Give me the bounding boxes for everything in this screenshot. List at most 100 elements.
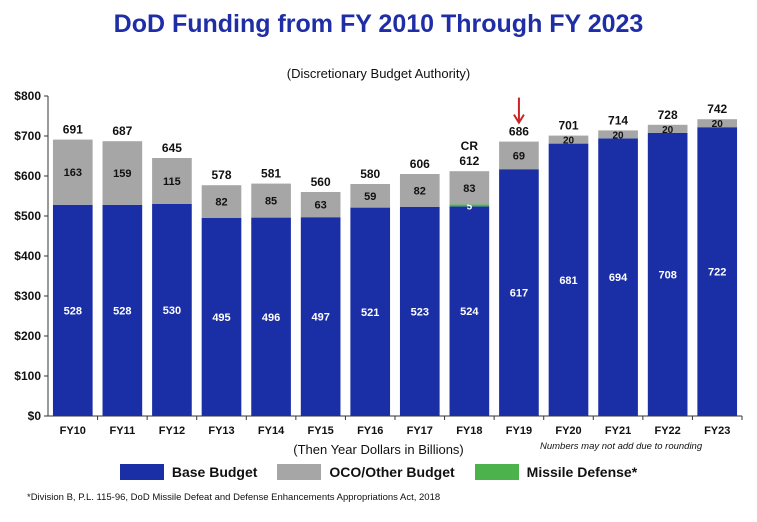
x-tick-label: FY19 xyxy=(506,425,532,437)
y-tick-label: $100 xyxy=(14,369,41,383)
data-label: 496 xyxy=(262,312,280,324)
bar-base xyxy=(697,127,738,416)
data-label: 523 xyxy=(411,306,429,318)
x-tick-label: FY13 xyxy=(208,425,234,437)
data-label: 20 xyxy=(662,125,674,136)
x-tick-label: FY22 xyxy=(654,425,680,437)
legend-item-base: Base Budget xyxy=(119,464,258,480)
bar-base xyxy=(201,218,242,416)
x-tick-label: FY11 xyxy=(110,425,136,437)
data-label: 5 xyxy=(467,201,473,212)
annotation-arrow-head xyxy=(513,114,525,125)
rounding-note: Numbers may not add due to rounding xyxy=(540,441,703,452)
x-tick-label: FY16 xyxy=(357,425,383,437)
y-tick-label: $600 xyxy=(14,169,41,183)
legend-item-missile: Missile Defense* xyxy=(474,464,637,480)
bar-base xyxy=(449,206,490,416)
legend-swatch-base xyxy=(119,464,164,480)
bar-oco xyxy=(201,185,242,218)
y-tick-label: $800 xyxy=(14,89,41,103)
total-label: 581 xyxy=(261,167,281,181)
total-label: 606 xyxy=(410,157,430,171)
total-label: 686 xyxy=(509,125,529,139)
y-tick-label: $700 xyxy=(14,129,41,143)
total-label: 728 xyxy=(658,108,678,122)
bar-oco xyxy=(598,130,638,139)
x-tick-label: FY17 xyxy=(407,425,433,437)
y-tick-label: $500 xyxy=(14,209,41,223)
total-label: 612 xyxy=(459,154,479,168)
legend-label-oco: OCO/Other Budget xyxy=(329,464,455,480)
x-tick-label: FY10 xyxy=(60,425,86,437)
bar-oco xyxy=(102,141,143,205)
bar-oco xyxy=(52,139,93,205)
data-label: 82 xyxy=(414,185,426,197)
data-label: 69 xyxy=(513,150,525,162)
bar-oco xyxy=(548,135,589,144)
data-label: 722 xyxy=(708,267,726,279)
bar-base xyxy=(300,217,341,416)
data-label: 497 xyxy=(311,312,329,324)
x-tick-label: FY18 xyxy=(456,425,482,437)
data-label: 528 xyxy=(64,305,82,317)
total-label: 645 xyxy=(162,141,182,155)
bar-missile-defense xyxy=(449,204,490,207)
data-label: 115 xyxy=(163,176,181,188)
data-label: 63 xyxy=(315,200,327,212)
x-tick-label: FY15 xyxy=(307,425,333,437)
total-label: 691 xyxy=(63,123,83,137)
bar-oco xyxy=(300,192,341,218)
legend-swatch-missile xyxy=(474,464,519,480)
legend-swatch-oco xyxy=(277,464,322,480)
x-tick-label: FY12 xyxy=(159,425,185,437)
x-tick-label: FY14 xyxy=(258,425,285,437)
bar-oco xyxy=(647,124,688,133)
data-label: 528 xyxy=(113,305,131,317)
legend-item-oco: OCO/Other Budget xyxy=(277,464,455,480)
total-label: 714 xyxy=(608,113,628,127)
bar-base xyxy=(52,204,93,416)
data-label: 159 xyxy=(113,168,131,180)
data-label: 521 xyxy=(361,307,379,319)
data-label: 530 xyxy=(163,305,181,317)
total-label: 560 xyxy=(311,175,331,189)
bar-base xyxy=(251,217,291,416)
data-label: 20 xyxy=(563,136,575,147)
bar-base xyxy=(399,206,440,416)
total-label: 701 xyxy=(558,119,578,133)
footnote: *Division B, P.L. 115-96, DoD Missile De… xyxy=(27,492,441,503)
x-axis-label: (Then Year Dollars in Billions) xyxy=(293,442,464,457)
data-label: 85 xyxy=(265,196,277,208)
bar-oco xyxy=(399,174,440,207)
bar-oco xyxy=(697,119,738,128)
y-tick-label: $400 xyxy=(14,249,41,263)
total-label: 687 xyxy=(112,124,132,138)
bar-base xyxy=(102,204,143,416)
x-tick-label: FY23 xyxy=(704,425,730,437)
bar-base xyxy=(647,132,688,417)
bar-oco xyxy=(251,183,291,218)
legend-label-base: Base Budget xyxy=(171,464,258,480)
bar-base xyxy=(499,169,539,416)
y-tick-label: $300 xyxy=(14,289,41,303)
total-label: 742 xyxy=(707,102,727,116)
data-label: 163 xyxy=(64,167,82,179)
data-label: 495 xyxy=(212,312,230,324)
y-tick-label: $0 xyxy=(28,409,42,423)
bar-oco xyxy=(449,171,490,205)
bar-base xyxy=(598,138,638,416)
bar-oco xyxy=(350,184,391,208)
legend: Base Budget OCO/Other Budget Missile Def… xyxy=(0,464,757,480)
total-label: 578 xyxy=(211,168,231,182)
bar-base xyxy=(152,204,192,416)
x-tick-label: FY21 xyxy=(605,425,631,437)
x-tick-label: FY20 xyxy=(555,425,581,437)
bar-base xyxy=(548,143,589,416)
chart-title: DoD Funding from FY 2010 Through FY 2023 xyxy=(113,10,644,38)
total-label: 580 xyxy=(360,167,380,181)
data-label: 617 xyxy=(510,288,528,300)
chart-subtitle: (Discretionary Budget Authority) xyxy=(286,66,471,81)
bar-oco xyxy=(152,158,192,204)
data-label: 59 xyxy=(364,191,376,203)
y-tick-label: $200 xyxy=(14,329,41,343)
